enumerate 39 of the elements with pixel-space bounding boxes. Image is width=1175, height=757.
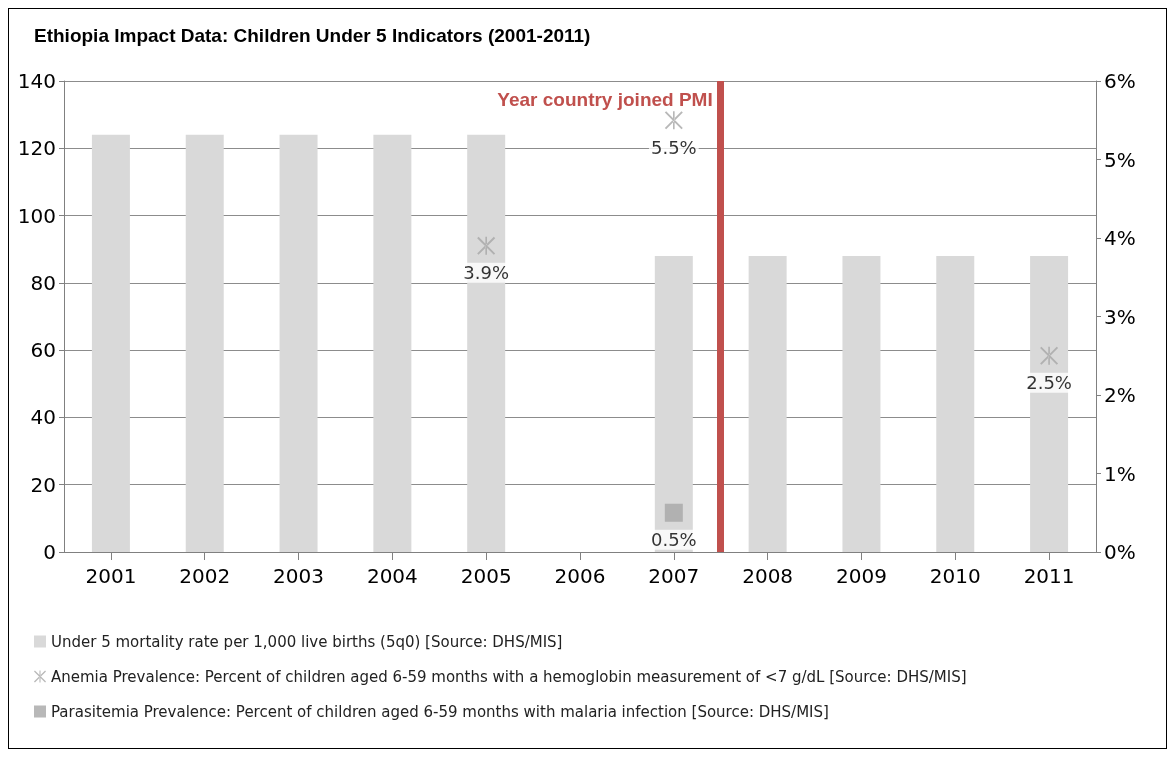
point	[1040, 346, 1059, 365]
x-tick-label: 2003	[273, 564, 324, 588]
point	[664, 503, 683, 522]
x-tick-label: 2004	[366, 564, 418, 588]
legend-label: Under 5 mortality rate per 1,000 live births (5q0) [Source: DHS/MIS]	[51, 632, 563, 651]
x-tick-label: 2001	[85, 564, 137, 588]
y2-tick-label: 1%	[1104, 461, 1136, 486]
y-tick-label: 140	[17, 69, 56, 93]
x-tick-label: 2009	[836, 564, 887, 588]
y-tick-label: 60	[30, 338, 56, 363]
x-tick-label: 2011	[1023, 564, 1075, 588]
x-tick-label: 2010	[929, 564, 981, 588]
x-tick-label: 2006	[554, 564, 606, 588]
y-tick-label: 20	[30, 472, 56, 497]
ref-line-label: Year country joined PMI	[497, 88, 713, 110]
y2-tick-label: 0%	[1104, 540, 1136, 564]
y2-tick-label: 5%	[1104, 147, 1136, 172]
x-tick-label: 2005	[460, 564, 512, 588]
y2-tick-label: 3%	[1104, 304, 1136, 329]
chart-title: Ethiopia Impact Data: Children Under 5 Indicators (2001-2011)	[34, 25, 591, 46]
y-tick-label: 80	[30, 270, 56, 295]
y-tick-label: 0	[43, 540, 56, 564]
data-label: 2.5%	[1026, 372, 1072, 394]
x-tick-label: 2002	[179, 564, 231, 588]
y2-tick-label: 2%	[1104, 383, 1136, 407]
y2-tick-label: 4%	[1104, 226, 1136, 250]
x-tick-label: 2007	[648, 564, 700, 588]
y2-tick-label: 6%	[1104, 69, 1136, 93]
data-label: 5.5%	[650, 136, 697, 158]
data-label: 0.5%	[650, 529, 697, 551]
x-tick-label: 2008	[742, 564, 794, 588]
legend-label: Anemia Prevalence: Percent of children aged 6-59 months with a hemoglobin measurement of <7 g/dL [Source: DHS/MIS]	[51, 667, 967, 686]
point	[477, 236, 496, 255]
y-tick-label: 40	[30, 405, 56, 430]
y-tick-label: 100	[17, 203, 56, 228]
y-tick-label: 120	[17, 136, 56, 161]
point	[664, 111, 683, 130]
legend-label: Parasitemia Prevalence: Percent of children aged 6-59 months with malaria infection [Source: DHS/MIS]	[51, 702, 829, 721]
data-label: 3.9%	[463, 262, 510, 284]
